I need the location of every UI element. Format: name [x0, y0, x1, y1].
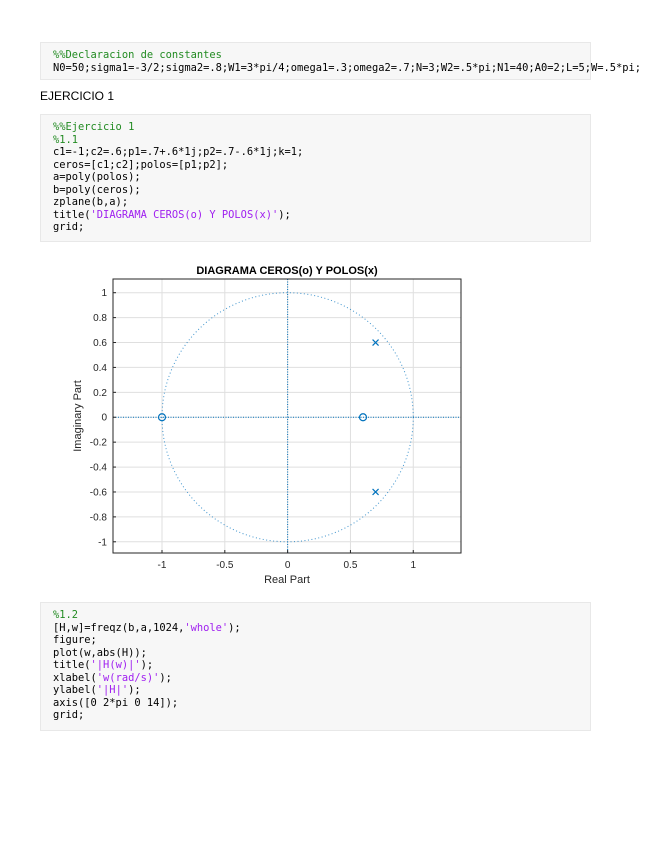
code-text: grid; — [53, 709, 85, 721]
zero-marker — [157, 413, 167, 422]
code-comment: %1.2 — [53, 609, 79, 621]
code-text: [H,w]=freqz(b,a,1024, — [53, 621, 185, 634]
code-line: %%Ejercicio 1 — [53, 121, 590, 134]
y-tick-label: -0.2 — [90, 438, 108, 449]
code-block-ejercicio-1-2: %1.2 [H,w]=freqz(b,a,1024,'whole'); figure… — [40, 602, 591, 731]
y-tick-label: 0.4 — [93, 363, 107, 374]
y-tick-label: -1 — [98, 537, 107, 548]
code-line: title('DIAGRAMA CEROS(o) Y POLOS(x)'); — [53, 209, 590, 222]
code-text: a=poly(polos); — [53, 171, 141, 183]
code-line: plot(w,abs(H)); — [53, 647, 590, 660]
code-block-constants: %%Declaracion de constantes N0=50;sigma1=… — [40, 42, 641, 80]
code-text: c1=-1;c2=.6;p1=.7+.6*1j;p2=.7-.6*1j;k=1; — [53, 146, 304, 158]
code-line: figure; — [53, 634, 590, 647]
code-line: axis([0 2*pi 0 14]); — [53, 697, 590, 710]
code-text: ); — [159, 671, 172, 684]
x-tick-label: -1 — [158, 560, 167, 571]
code-text: plot(w,abs(H)); — [53, 646, 147, 659]
code-line: [H,w]=freqz(b,a,1024,'whole'); — [53, 622, 590, 635]
code-text: axis([0 2*pi 0 14]); — [53, 696, 179, 709]
code-line: b=poly(ceros); — [53, 184, 590, 197]
y-tick-label: 0 — [101, 413, 107, 424]
code-string: 'w(rad/s)' — [96, 671, 160, 684]
code-line: zplane(b,a); — [53, 196, 590, 209]
code-text: b=poly(ceros); — [53, 183, 141, 196]
code-line: grid; — [53, 709, 590, 722]
plot-area — [113, 279, 461, 553]
y-tick-label: -0.4 — [90, 463, 108, 474]
y-tick-label: 0.6 — [93, 338, 107, 349]
y-tick-label: 0.8 — [93, 313, 107, 324]
x-tick-label: 0.5 — [343, 560, 357, 571]
code-text: title( — [53, 659, 91, 671]
code-line: title('|H(w)|'); — [53, 659, 590, 672]
code-line: ceros=[c1;c2];polos=[p1;p2]; — [53, 159, 590, 172]
y-tick-label: 0.2 — [93, 388, 107, 399]
code-text: ); — [128, 684, 141, 696]
code-text: grid; — [53, 221, 85, 233]
code-line: %1.1 — [53, 134, 590, 147]
code-text: N0=50;sigma1=-3/2;sigma2=.8;W1=3*pi/4;om… — [53, 61, 642, 74]
code-line: a=poly(polos); — [53, 171, 590, 184]
y-tick-label: -0.8 — [90, 512, 108, 523]
zero-marker — [358, 413, 368, 422]
code-comment: %%Ejercicio 1 — [53, 121, 135, 133]
code-text: ); — [278, 208, 291, 221]
x-axis-label: Real Part — [264, 574, 310, 586]
code-text: zplane(b,a); — [53, 196, 129, 208]
code-line: c1=-1;c2=.6;p1=.7+.6*1j;p2=.7-.6*1j;k=1; — [53, 146, 590, 159]
code-string: 'whole' — [184, 621, 229, 634]
code-text: ); — [228, 621, 241, 634]
section-heading: EJERCICIO 1 — [40, 89, 115, 103]
x-tick-label: -0.5 — [216, 560, 234, 571]
code-text: title( — [53, 208, 91, 221]
code-line: N0=50;sigma1=-3/2;sigma2=.8;W1=3*pi/4;om… — [53, 62, 641, 75]
pole-zero-plot: -1 -0.5 0 0.5 1 -1 -0.8 -0.6 -0.4 -0.2 0 0.2 0.4 0.6 0… — [72, 265, 462, 586]
code-text: ); — [140, 659, 154, 671]
code-comment: %%Declaracion de constantes — [53, 49, 222, 61]
pole-marker — [372, 339, 379, 346]
x-tick-label: 1 — [410, 560, 416, 571]
code-string: '|H(w)|' — [90, 659, 141, 671]
y-axis-label: Imaginary Part — [72, 380, 84, 452]
chart-title: DIAGRAMA CEROS(o) Y POLOS(x) — [196, 265, 378, 277]
axes-box — [112, 278, 462, 554]
code-string: '|H|' — [96, 684, 129, 696]
y-tick-label: 1 — [101, 288, 107, 299]
y-tick-label: -0.6 — [90, 487, 108, 498]
code-line: grid; — [53, 221, 590, 234]
code-text: figure; — [53, 634, 97, 646]
x-tick-label: 0 — [285, 560, 291, 571]
code-text: ceros=[c1;c2];polos=[p1;p2]; — [53, 158, 229, 171]
code-text: ylabel( — [53, 684, 97, 696]
code-block-ejercicio-1-1: %%Ejercicio 1 %1.1 c1=-1;c2=.6;p1=.7+.6*1j… — [40, 114, 591, 242]
code-string: 'DIAGRAMA CEROS(o) Y POLOS(x)' — [90, 208, 279, 221]
code-comment: %1.1 — [53, 133, 79, 146]
pole-marker — [372, 488, 379, 496]
code-line: xlabel('w(rad/s)'); — [53, 672, 590, 685]
code-line: %1.2 — [53, 609, 590, 622]
code-line: %%Declaracion de constantes — [53, 49, 590, 62]
code-line: ylabel('|H|'); — [53, 684, 590, 697]
code-text: xlabel( — [53, 671, 97, 684]
